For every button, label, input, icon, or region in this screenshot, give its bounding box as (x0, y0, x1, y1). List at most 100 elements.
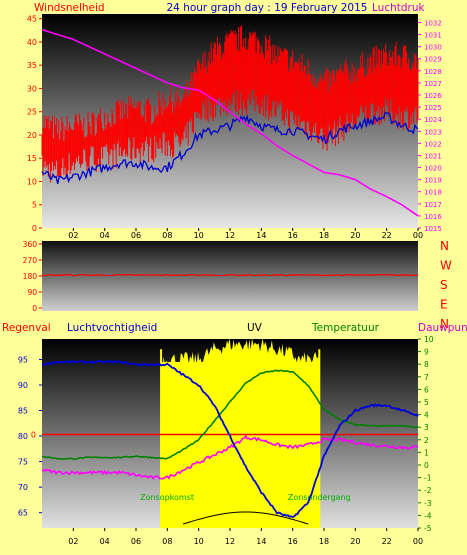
wind-ytick-label: 15 (27, 154, 37, 163)
pressure-ytick-label: 1020 (424, 165, 442, 173)
x-tick-label: 04 (100, 231, 110, 240)
x-tick-label: 16 (288, 231, 298, 240)
x-tick-label: 22 (382, 537, 392, 546)
humidity-ytick-label: 90 (18, 381, 28, 390)
temperature-ytick-label: -4 (424, 511, 432, 520)
temperature-ytick-label: 8 (424, 360, 429, 369)
pressure-ytick-label: 1032 (424, 19, 442, 27)
wind-pressure-chart: 0510152025303540451015101610171018101910… (27, 15, 443, 240)
temperature-ytick-label: 4 (424, 411, 429, 420)
wind-ytick-label: 35 (27, 61, 37, 70)
uv-legend: UV (247, 322, 263, 334)
pressure-ytick-label: 1026 (424, 92, 442, 100)
pressure-ytick-label: 1029 (424, 56, 442, 64)
temperature-ytick-label: -5 (424, 524, 432, 533)
x-tick-label: 02 (68, 231, 78, 240)
pressure-ytick-label: 1028 (424, 68, 442, 76)
pressure-ytick-label: 1024 (424, 116, 442, 124)
rain-legend: Regenval (2, 322, 51, 334)
pressure-ytick-label: 1030 (424, 44, 442, 52)
pressure-ytick-label: 1018 (424, 189, 442, 197)
pressure-ytick-label: 1021 (424, 152, 442, 160)
average-wind-series (41, 111, 419, 185)
pressure-ytick-label: 1017 (424, 201, 442, 209)
x-tick-label: 00 (413, 231, 423, 240)
x-tick-label: 02 (68, 537, 78, 546)
temperature-ytick-label: 3 (424, 423, 429, 432)
wind-speed-series (41, 25, 419, 183)
wind-ytick-label: 10 (27, 177, 37, 186)
pressure-ytick-label: 1023 (424, 128, 442, 136)
pressure-ytick-label: 1016 (424, 213, 442, 221)
pressure-ytick-label: 1019 (424, 177, 442, 185)
temperature-ytick-label: 9 (424, 348, 429, 357)
temperature-ytick-label: 0 (424, 461, 429, 470)
temperature-series (41, 369, 419, 461)
x-tick-label: 06 (131, 231, 141, 240)
humidity-ytick-label: 85 (18, 407, 28, 416)
uv-series (161, 337, 320, 528)
direction-ytick-label: 360 (23, 240, 38, 249)
wind-direction-panel (42, 241, 418, 311)
direction-ytick-label: 270 (23, 256, 38, 265)
wind-direction-series (41, 273, 419, 277)
compass-label: N (440, 239, 449, 253)
compass-label: W (440, 259, 452, 273)
wind-ytick-label: 25 (27, 108, 37, 117)
direction-ytick-label: 180 (23, 272, 38, 281)
temperature-legend: Temperatuur (311, 322, 380, 334)
compass-label: E (440, 298, 448, 312)
x-tick-label: 20 (350, 231, 360, 240)
sunset-annotation: Zonsondergang (288, 493, 351, 502)
temperature-ytick-label: 7 (424, 373, 429, 382)
compass-label: N (440, 317, 449, 331)
temperature-ytick-label: 5 (424, 398, 429, 407)
wind-ytick-label: 0 (32, 224, 37, 233)
humidity-ytick-label: 65 (18, 509, 28, 518)
chart-title: 24 hour graph day : 19 February 2015 (167, 2, 368, 14)
solar-curve (182, 511, 309, 525)
humidity-ytick-label: 95 (18, 355, 28, 364)
pressure-ytick-label: 1015 (424, 225, 442, 233)
x-tick-label: 10 (194, 231, 204, 240)
temperature-ytick-label: 2 (424, 436, 429, 445)
climate-chart: Zonsopkomst Zonsondergang65707580859095-5… (18, 335, 434, 546)
wind-ytick-label: 40 (27, 38, 37, 47)
x-tick-label: 18 (319, 231, 329, 240)
wind-ytick-label: 30 (27, 84, 37, 93)
x-tick-label: 12 (225, 231, 235, 240)
pressure-ytick-label: 1022 (424, 140, 442, 148)
temperature-ytick-label: 1 (424, 448, 429, 457)
x-tick-label: 08 (162, 537, 172, 546)
temperature-ytick-label: -3 (424, 499, 432, 508)
wind-ytick-label: 45 (27, 15, 37, 24)
pressure-ytick-label: 1027 (424, 80, 442, 88)
rain-tick-label: 0 (31, 431, 36, 440)
wind-ytick-label: 5 (32, 201, 37, 210)
pressure-ytick-label: 1031 (424, 32, 442, 40)
humidity-series (41, 359, 419, 518)
temperature-ytick-label: 10 (424, 335, 434, 344)
direction-ytick-label: 90 (27, 288, 37, 297)
wind-ytick-label: 20 (27, 131, 37, 140)
x-tick-label: 08 (162, 231, 172, 240)
pressure-axis-title: Luchtdruk (372, 2, 426, 14)
x-tick-label: 04 (100, 537, 110, 546)
humidity-ytick-label: 80 (18, 432, 28, 441)
humidity-legend: Luchtvochtigheid (67, 322, 157, 334)
compass-label: S (440, 278, 448, 292)
pressure-ytick-label: 1025 (424, 104, 442, 112)
dewpoint-legend: Dauwpunt (418, 322, 467, 334)
x-tick-label: 18 (319, 537, 329, 546)
x-tick-label: 14 (256, 231, 266, 240)
x-tick-label: 06 (131, 537, 141, 546)
humidity-ytick-label: 75 (18, 458, 28, 467)
wind-axis-title: Windsnelheid (34, 2, 105, 14)
dewpoint-series (41, 434, 419, 480)
pressure-series (41, 28, 419, 217)
x-tick-label: 12 (225, 537, 235, 546)
x-tick-label: 10 (194, 537, 204, 546)
